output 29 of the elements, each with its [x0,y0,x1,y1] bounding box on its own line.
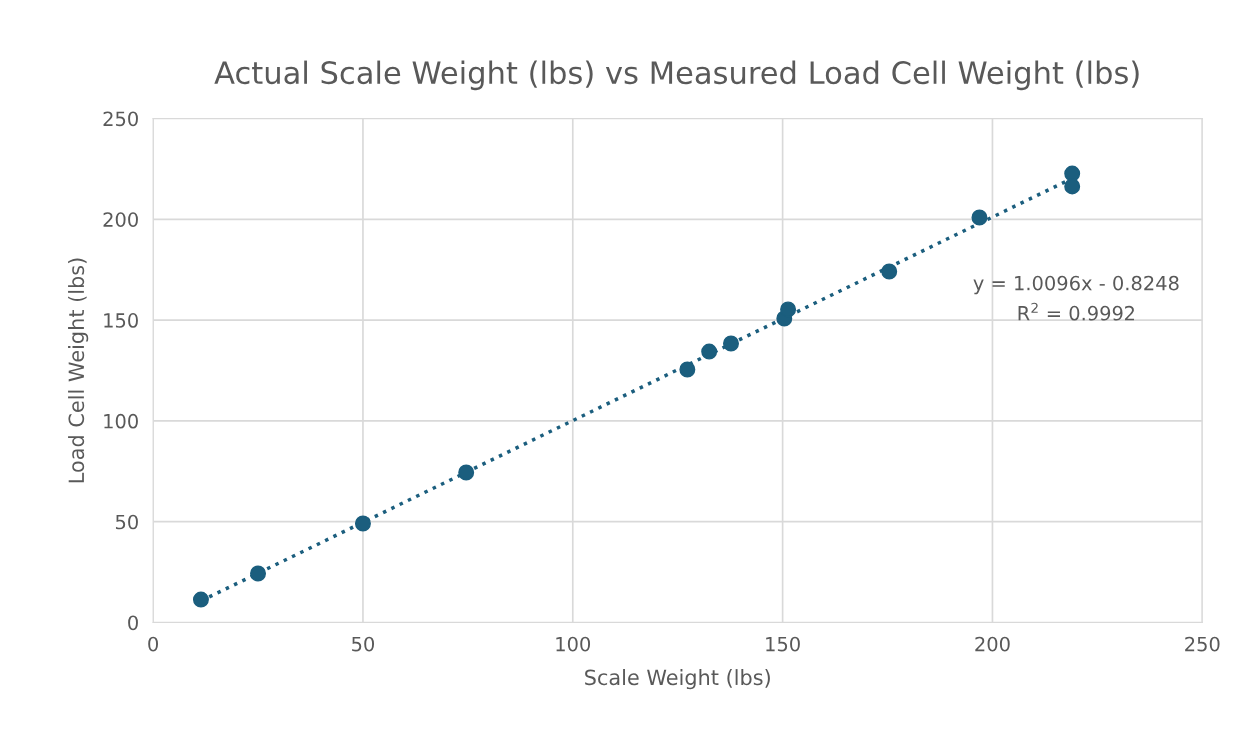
point [250,565,267,582]
point [458,464,475,481]
point [881,263,898,280]
point [192,591,209,608]
point [1064,178,1081,195]
point [679,361,696,378]
y-tick-label: 0 [128,615,138,631]
point [354,515,371,532]
x-tick-label: 200 [975,636,1010,652]
x-axis-title: Scale Weight (lbs) [585,669,770,690]
annotation: R$^{2}$ = 0.9992 [1018,302,1134,321]
x-tick-label: 150 [766,636,800,652]
chart-title: Actual Scale Weight (lbs) vs Measured Load Cell Weight (lbs) [214,60,1139,91]
y-axis-title: Load Cell Weight (lbs) [68,258,89,483]
point [780,301,797,318]
y-tick-label: 100 [104,413,138,429]
x-tick-label: 100 [556,636,591,652]
point [723,335,739,352]
y-tick-label: 200 [103,212,138,227]
x-tick-label: 250 [1185,636,1220,652]
point [971,209,988,226]
y-tick-label: 50 [115,514,138,530]
point [701,343,718,360]
y-tick-label: 250 [103,111,138,127]
annotation: y = 1.0096x - 0.8248 [973,275,1179,295]
y-tick-label: 150 [104,313,138,328]
point [1064,165,1081,182]
x-tick-label: 0 [148,636,158,652]
x-tick-label: 50 [352,636,375,652]
